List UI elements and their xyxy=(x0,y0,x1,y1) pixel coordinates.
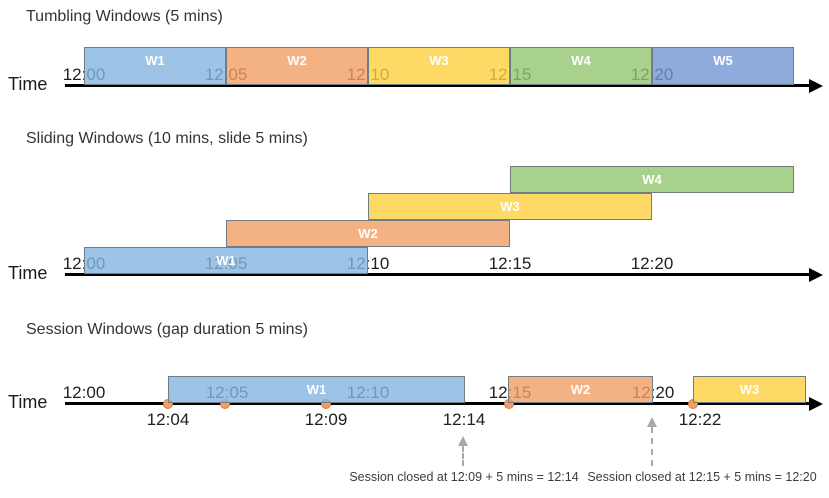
session-below-label-12-22: 12:22 xyxy=(678,410,722,429)
session-window-w1-label: W1 xyxy=(306,382,327,397)
tumbling-axis-arrowhead-icon xyxy=(809,79,823,93)
session-close-note-1: Session closed at 12:15 + 5 mins = 12:20 xyxy=(587,470,817,484)
session-window-w3 xyxy=(693,376,806,403)
session-window-w2 xyxy=(508,376,653,403)
tumbling-window-w2 xyxy=(226,47,368,85)
session-below-label-12-14: 12:14 xyxy=(442,410,486,429)
session-close-arrowhead-icon-0 xyxy=(458,436,468,446)
session-axis xyxy=(65,402,812,405)
session-time-label: Time xyxy=(8,392,48,412)
session-close-arrow-0 xyxy=(462,446,464,466)
sliding-window-w2-label: W2 xyxy=(358,226,378,241)
sliding-tick-12-15: 12:15 xyxy=(488,254,532,273)
tumbling-window-w4-label: W4 xyxy=(571,53,591,68)
tumbling-window-w1 xyxy=(84,47,226,85)
tumbling-window-w3-label: W3 xyxy=(429,53,449,68)
sliding-window-w1-label: W1 xyxy=(216,253,236,268)
tumbling-window-w1-label: W1 xyxy=(145,53,165,68)
session-window-w1 xyxy=(168,376,465,403)
session-tick-12-00: 12:00 xyxy=(62,383,106,402)
session-below-label-12-09: 12:09 xyxy=(304,410,348,429)
sliding-window-w4 xyxy=(510,166,794,193)
session-window-w3-label: W3 xyxy=(739,382,760,397)
sliding-time-label: Time xyxy=(8,263,48,283)
tumbling-window-w5 xyxy=(652,47,794,85)
session-axis-arrowhead-icon xyxy=(809,397,823,411)
sliding-window-w3 xyxy=(368,193,652,220)
sliding-axis-arrowhead-icon xyxy=(809,268,823,282)
sliding-tick-12-20: 12:20 xyxy=(630,254,674,273)
session-below-label-12-04: 12:04 xyxy=(146,410,190,429)
tumbling-window-w2-label: W2 xyxy=(287,53,307,68)
sliding-window-w2 xyxy=(226,220,510,247)
sliding-window-w4-label: W4 xyxy=(642,172,662,187)
sliding-window-w1 xyxy=(84,247,368,274)
session-close-arrow-1 xyxy=(651,427,653,466)
sliding-axis xyxy=(65,273,812,276)
tumbling-window-w3 xyxy=(368,47,510,85)
sliding-title: Sliding Windows (10 mins, slide 5 mins) xyxy=(26,130,308,147)
tumbling-title: Tumbling Windows (5 mins) xyxy=(26,8,223,25)
tumbling-window-w4 xyxy=(510,47,652,85)
session-title: Session Windows (gap duration 5 mins) xyxy=(26,321,308,338)
sliding-window-w3-label: W3 xyxy=(500,199,520,214)
tumbling-axis xyxy=(65,84,812,87)
session-window-w2-label: W2 xyxy=(570,382,591,397)
tumbling-time-label: Time xyxy=(8,74,48,94)
tumbling-window-w5-label: W5 xyxy=(713,53,733,68)
session-close-note-0: Session closed at 12:09 + 5 mins = 12:14 xyxy=(349,470,579,484)
session-close-arrowhead-icon-1 xyxy=(647,417,657,427)
